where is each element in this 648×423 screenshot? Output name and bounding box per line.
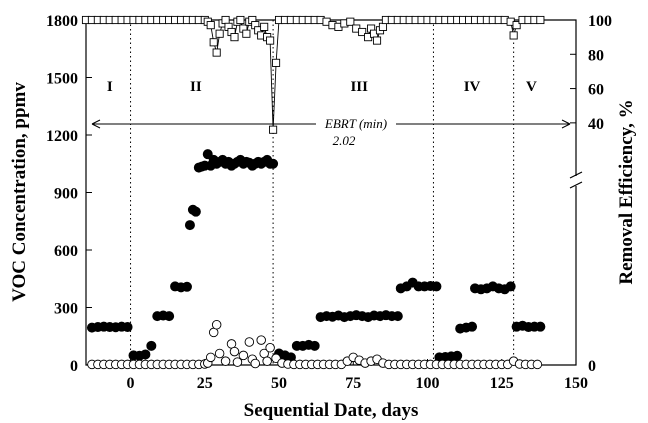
data-point [358,27,367,37]
data-point [236,15,245,25]
x-axis-title: Sequential Date, days [244,400,419,421]
data-point [392,311,403,322]
y-axis-title-left: VOC Concentration, ppmv [9,82,30,302]
data-point [238,350,249,361]
data-point [221,15,230,25]
series-open-circle [87,320,543,370]
data-point [272,58,281,67]
y-left-tick-label: 300 [54,301,78,318]
phase-boundaries [130,20,515,365]
data-point [269,125,278,134]
data-point [452,350,463,361]
data-point [266,36,275,45]
data-point [509,31,518,40]
data-point [260,22,269,31]
data-point [122,322,133,333]
y-axis-title-right: Removal Efficiency, % [616,99,637,284]
y-left-tick-label: 900 [54,186,78,203]
series-open-square [81,15,545,134]
x-tick-label: 150 [564,375,588,392]
data-point [262,356,272,366]
data-point [512,21,521,30]
phase-label: III [350,79,368,95]
phase-label: V [526,79,537,95]
data-point [467,321,478,332]
y-right-tick-label: 100 [588,13,612,30]
data-point [378,22,388,31]
x-tick-label: 75 [345,375,361,392]
x-tick-label: 125 [490,375,514,392]
data-point [242,29,251,38]
ebrt-label-bg [316,116,396,132]
data-point [140,349,151,360]
axis-break-mark-2 [569,171,583,179]
data-point [232,357,243,367]
data-point [532,359,543,370]
data-point [181,281,192,292]
data-point [164,311,175,322]
y-left-tick-label: 0 [70,358,78,375]
data-point [256,335,266,345]
data-point [220,356,231,366]
data-series [81,15,546,370]
data-point [535,321,546,332]
y-right-tick-label: 60 [588,82,604,99]
y-right-tick-label: 0 [588,358,596,375]
phase-label: II [190,79,202,95]
phase-label: I [107,79,113,95]
data-point [202,149,213,160]
ebrt-label: EBRT (min) [324,116,387,131]
data-point [505,281,516,292]
phase-label: IV [464,79,481,95]
y-right-tick-label: 80 [588,47,604,64]
x-tick-label: 50 [271,375,287,392]
data-point [346,17,355,26]
y-left-tick-label: 1200 [46,128,78,145]
data-point [229,346,240,357]
phase-labels: I II III IV V [107,79,537,95]
data-point [209,38,218,47]
data-point [372,36,382,45]
data-point [211,320,222,330]
data-point [214,348,225,359]
x-tick-label: 0 [127,375,135,392]
axis-ticks: 0 25 50 75 100 125 150030060090012001500180040… [46,13,612,392]
data-point [230,33,239,42]
y-left-tick-label: 600 [54,243,78,260]
series-filled-circle [86,149,546,363]
data-point [268,158,279,169]
data-point [205,352,216,363]
data-point [244,337,255,347]
ebrt-annotation: EBRT (min) 2.02 [91,116,571,148]
ebrt-arrowhead-left [91,119,101,129]
x-tick-label: 100 [416,375,440,392]
ebrt-value: 2.02 [333,133,356,148]
data-point [265,343,275,353]
data-point [146,340,157,351]
y-right-tick-label: 40 [588,116,604,133]
data-point [309,340,320,351]
data-point [431,281,442,292]
y-left-tick-label: 1500 [46,71,78,88]
data-point [206,21,215,30]
data-point [190,206,201,217]
y-left-tick-label: 1800 [46,13,78,30]
data-point [215,29,224,38]
ebrt-arrowhead-right [561,119,571,129]
data-point [212,48,221,57]
axis-break-mark-1 [569,181,583,189]
data-point [250,358,261,369]
series-line [86,19,541,130]
data-point [536,15,545,25]
data-point [184,220,195,231]
x-tick-label: 25 [197,375,213,392]
